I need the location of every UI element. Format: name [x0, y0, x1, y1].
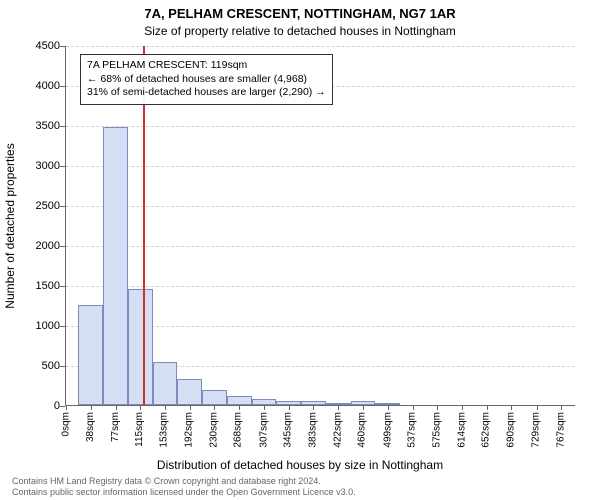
xtick-label: 767sqm: [555, 412, 566, 448]
ytick-mark: [60, 406, 65, 407]
xtick-label: 77sqm: [110, 412, 121, 442]
info-line-2: ← 68% of detached houses are smaller (4,…: [87, 73, 326, 87]
xtick-label: 460sqm: [357, 412, 368, 448]
xtick-label: 575sqm: [431, 412, 442, 448]
ytick-mark: [60, 86, 65, 87]
xtick-label: 345sqm: [283, 412, 294, 448]
xtick-label: 729sqm: [531, 412, 542, 448]
xtick-mark: [487, 405, 488, 410]
ytick-label: 2000: [10, 240, 60, 252]
histogram-bar: [103, 127, 128, 405]
xtick-mark: [413, 405, 414, 410]
ytick-label: 4500: [10, 40, 60, 52]
ytick-mark: [60, 166, 65, 167]
chart-subtitle: Size of property relative to detached ho…: [0, 24, 600, 38]
xtick-mark: [437, 405, 438, 410]
xtick-mark: [116, 405, 117, 410]
xtick-mark: [289, 405, 290, 410]
xtick-mark: [462, 405, 463, 410]
xtick-mark: [140, 405, 141, 410]
xtick-mark: [363, 405, 364, 410]
ytick-mark: [60, 286, 65, 287]
xtick-mark: [537, 405, 538, 410]
xtick-label: 499sqm: [382, 412, 393, 448]
info-line-3: 31% of semi-detached houses are larger (…: [87, 86, 326, 100]
xtick-mark: [190, 405, 191, 410]
ytick-mark: [60, 326, 65, 327]
info-line-1: 7A PELHAM CRESCENT: 119sqm: [87, 59, 326, 73]
x-axis-label: Distribution of detached houses by size …: [0, 458, 600, 472]
xtick-mark: [165, 405, 166, 410]
histogram-bar: [128, 289, 153, 405]
xtick-label: 153sqm: [159, 412, 170, 448]
ytick-mark: [60, 46, 65, 47]
xtick-mark: [239, 405, 240, 410]
info-box: 7A PELHAM CRESCENT: 119sqm ← 68% of deta…: [80, 54, 333, 105]
xtick-mark: [214, 405, 215, 410]
xtick-label: 690sqm: [505, 412, 516, 448]
xtick-mark: [91, 405, 92, 410]
footer-line-1: Contains HM Land Registry data © Crown c…: [12, 476, 356, 487]
xtick-mark: [264, 405, 265, 410]
xtick-label: 115sqm: [134, 412, 145, 447]
ytick-label: 1500: [10, 280, 60, 292]
ytick-label: 4000: [10, 80, 60, 92]
ytick-mark: [60, 206, 65, 207]
ytick-label: 3000: [10, 160, 60, 172]
histogram-bar: [78, 305, 103, 405]
xtick-mark: [388, 405, 389, 410]
ytick-mark: [60, 126, 65, 127]
footer: Contains HM Land Registry data © Crown c…: [12, 476, 356, 499]
ytick-mark: [60, 366, 65, 367]
xtick-mark: [338, 405, 339, 410]
xtick-label: 307sqm: [258, 412, 269, 448]
ytick-label: 500: [10, 360, 60, 372]
xtick-label: 192sqm: [184, 412, 195, 448]
xtick-label: 422sqm: [332, 412, 343, 448]
xtick-mark: [561, 405, 562, 410]
ytick-label: 0: [10, 400, 60, 412]
xtick-mark: [511, 405, 512, 410]
xtick-label: 537sqm: [407, 412, 418, 448]
xtick-label: 230sqm: [208, 412, 219, 448]
ytick-label: 3500: [10, 120, 60, 132]
histogram-bar: [227, 396, 252, 405]
xtick-label: 614sqm: [456, 412, 467, 448]
histogram-bar: [202, 390, 227, 405]
xtick-label: 383sqm: [307, 412, 318, 448]
ytick-label: 1000: [10, 320, 60, 332]
ytick-label: 2500: [10, 200, 60, 212]
ytick-mark: [60, 246, 65, 247]
histogram-bar: [153, 362, 178, 405]
histogram-bar: [177, 379, 202, 405]
xtick-label: 652sqm: [481, 412, 492, 448]
chart-title: 7A, PELHAM CRESCENT, NOTTINGHAM, NG7 1AR: [0, 6, 600, 21]
xtick-label: 268sqm: [233, 412, 244, 448]
xtick-label: 38sqm: [85, 412, 96, 442]
footer-line-2: Contains public sector information licen…: [12, 487, 356, 498]
xtick-label: 0sqm: [60, 412, 71, 436]
xtick-mark: [66, 405, 67, 410]
xtick-mark: [313, 405, 314, 410]
